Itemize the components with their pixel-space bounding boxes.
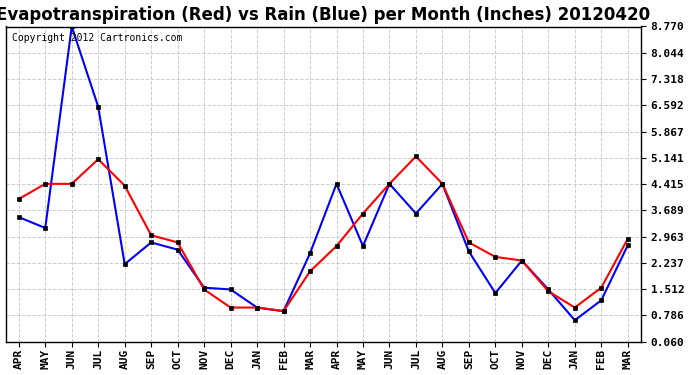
Text: Copyright 2012 Cartronics.com: Copyright 2012 Cartronics.com	[12, 33, 182, 43]
Title: Evapotranspiration (Red) vs Rain (Blue) per Month (Inches) 20120420: Evapotranspiration (Red) vs Rain (Blue) …	[0, 6, 651, 24]
